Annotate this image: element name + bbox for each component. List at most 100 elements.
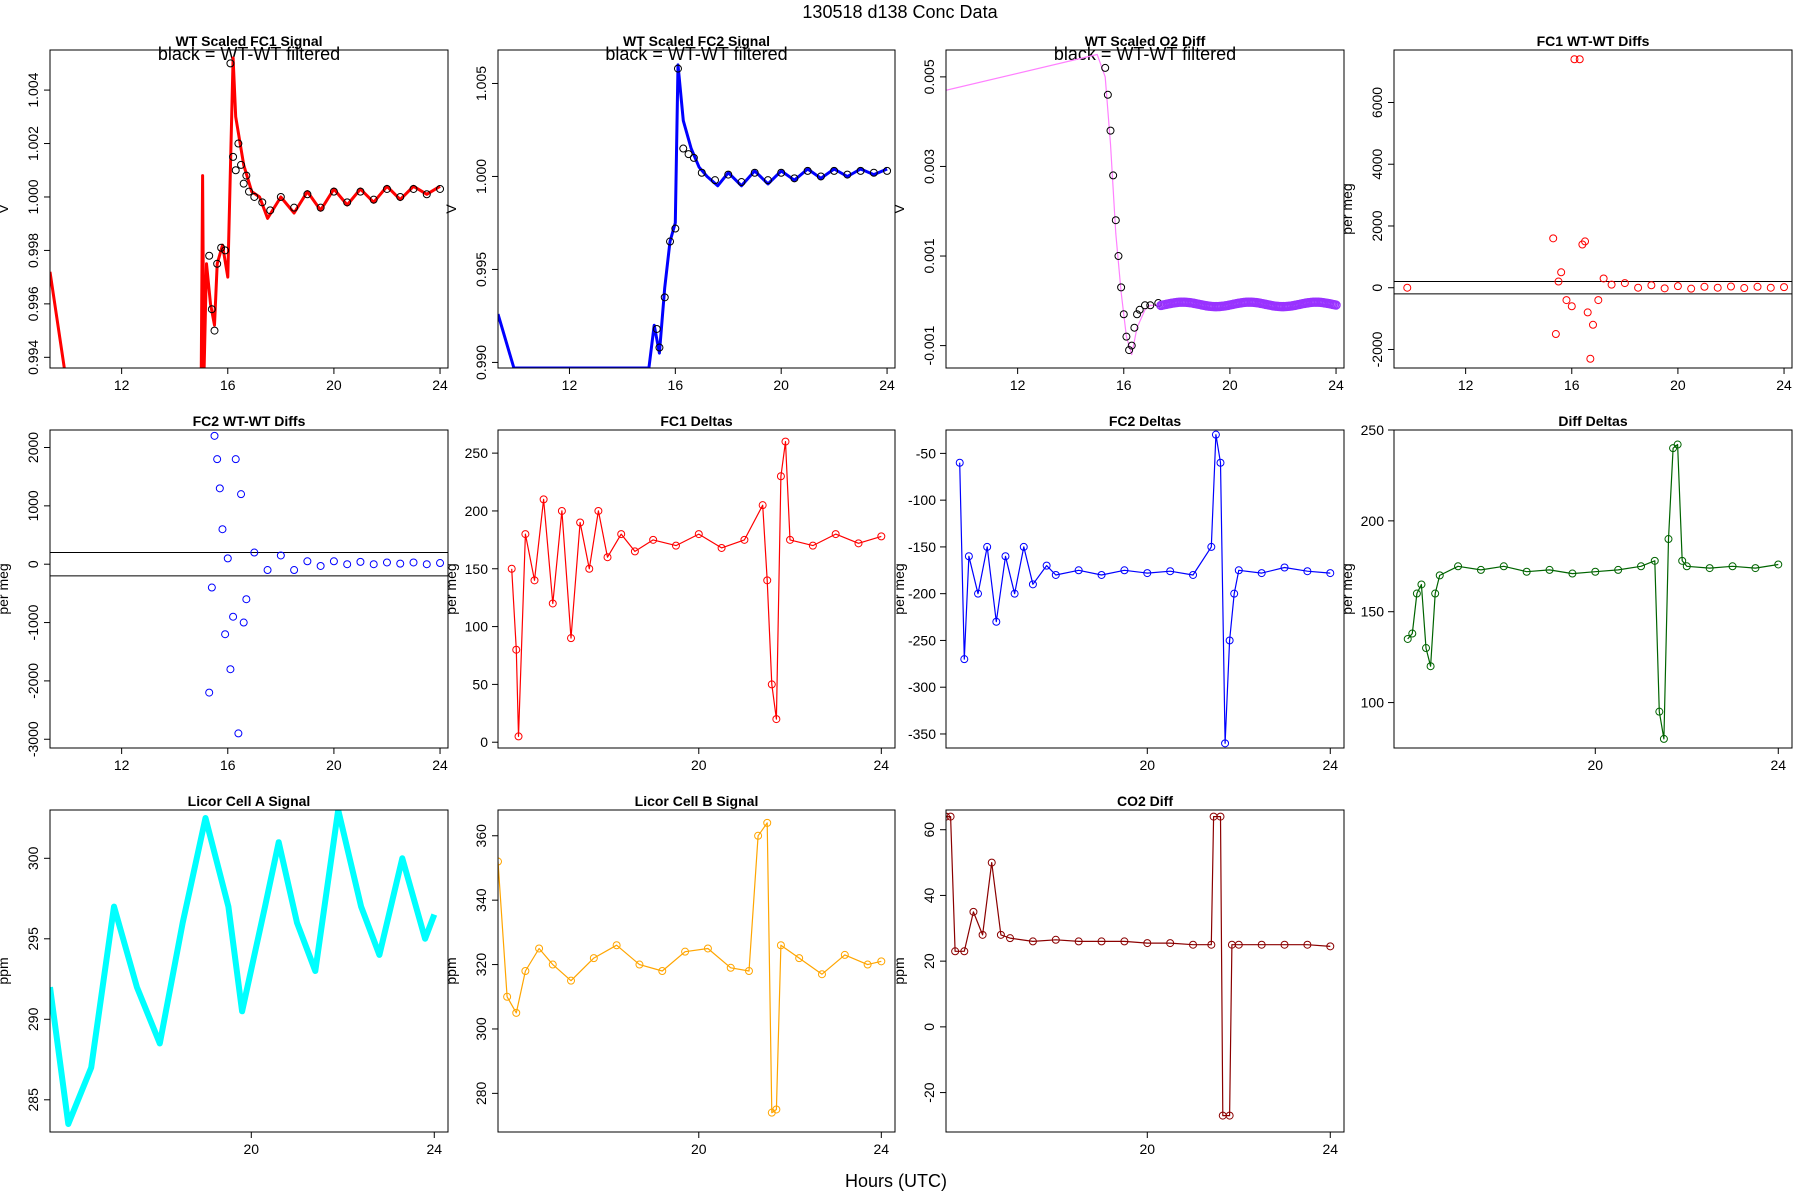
data-marker [781,437,790,446]
data-marker [589,954,598,963]
plot-area [50,431,448,738]
data-point [1607,280,1616,289]
data-point [1575,55,1584,64]
data-point [1581,237,1590,246]
data-point [883,166,892,175]
plot-area [946,812,1335,1120]
x-tick-label: 24 [1770,757,1786,773]
data-marker [946,812,950,821]
x-tick-label: 20 [1139,757,1155,773]
data-point [226,59,235,68]
data-marker [1189,940,1198,949]
data-point [221,630,230,639]
y-tick-label: 200 [465,503,489,519]
data-marker [521,967,530,975]
y-tick-label: 0 [1369,284,1385,292]
figure-title: 130518 d138 Conc Data [802,2,998,22]
data-marker [1120,566,1129,575]
data-marker [1225,636,1234,645]
data-point [290,203,299,212]
data-point [207,583,216,592]
data-point [303,190,312,199]
data-marker [512,645,521,654]
series-line [511,441,882,737]
y-tick-label: -2000 [25,663,41,699]
data-point [237,160,246,169]
data-point [803,166,812,175]
data-point [1620,279,1629,288]
plot-area [1403,440,1783,743]
data-marker [960,655,969,664]
data-marker [1097,570,1106,579]
data-marker [974,589,983,598]
data-point [229,152,238,161]
y-axis-label: per meg [1339,183,1355,234]
data-marker [795,954,804,963]
y-tick-label: 285 [25,1088,41,1112]
data-marker [946,812,955,821]
panel-title: CO2 Diff [1117,793,1173,809]
data-marker [863,960,872,969]
x-tick-label: 24 [1322,1141,1338,1157]
data-point [242,595,251,604]
data-point [231,166,240,175]
panel-note: black = WT-WT filtered [1054,44,1236,64]
data-marker [1412,589,1421,598]
data-marker [960,947,969,956]
y-tick-label: -0.001 [921,326,937,366]
data-point [382,184,391,193]
data-point [356,557,365,566]
x-tick-label: 16 [220,757,236,773]
data-marker [1435,571,1444,580]
y-tick-label: 280 [473,1081,489,1105]
data-point [356,187,365,196]
data-marker [1234,940,1243,949]
y-axis-label: ppm [0,957,11,984]
data-marker [1326,569,1335,578]
data-marker [776,941,785,950]
y-tick-label: 0.994 [25,340,41,375]
data-marker [1006,934,1015,943]
data-point [409,558,418,567]
data-marker [530,576,539,585]
data-point [242,171,251,180]
panel-note: black = WT-WT filtered [605,44,787,64]
panel-frame [49,809,449,1133]
data-marker [1499,562,1508,571]
data-marker [1659,734,1668,743]
y-tick-label: -2000 [1369,331,1385,367]
y-axis-label: per meg [443,563,459,614]
panel-frame [945,809,1345,1133]
x-tick-label: 20 [1670,377,1686,393]
data-marker [576,518,585,527]
data-marker [635,960,644,969]
data-point [666,237,675,246]
data-point [205,251,214,260]
data-marker [1303,567,1312,576]
data-point [869,168,878,177]
x-tick-label: 24 [1776,377,1792,393]
data-marker [594,506,603,515]
data-point [1726,282,1735,291]
y-axis-label: V [891,204,907,214]
data-marker [1234,566,1243,575]
plot-area [1394,55,1792,363]
data-marker [996,930,1005,939]
data-marker [1774,560,1783,569]
y-tick-label: 0 [25,560,41,568]
y-tick-label: 0.996 [25,286,41,321]
y-tick-label: 290 [25,1007,41,1031]
x-tick-label: 20 [773,377,789,393]
data-point [1119,310,1128,319]
y-tick-label: 0 [480,734,488,750]
y-tick-label: 100 [465,619,489,635]
data-point [1106,126,1115,135]
data-point [1599,274,1608,283]
y-tick-label: 295 [25,927,41,951]
panel-title: Licor Cell B Signal [635,793,759,809]
data-marker [1454,562,1463,571]
x-tick-label: 12 [1010,377,1026,393]
data-point [409,184,418,193]
data-point [1673,282,1682,291]
